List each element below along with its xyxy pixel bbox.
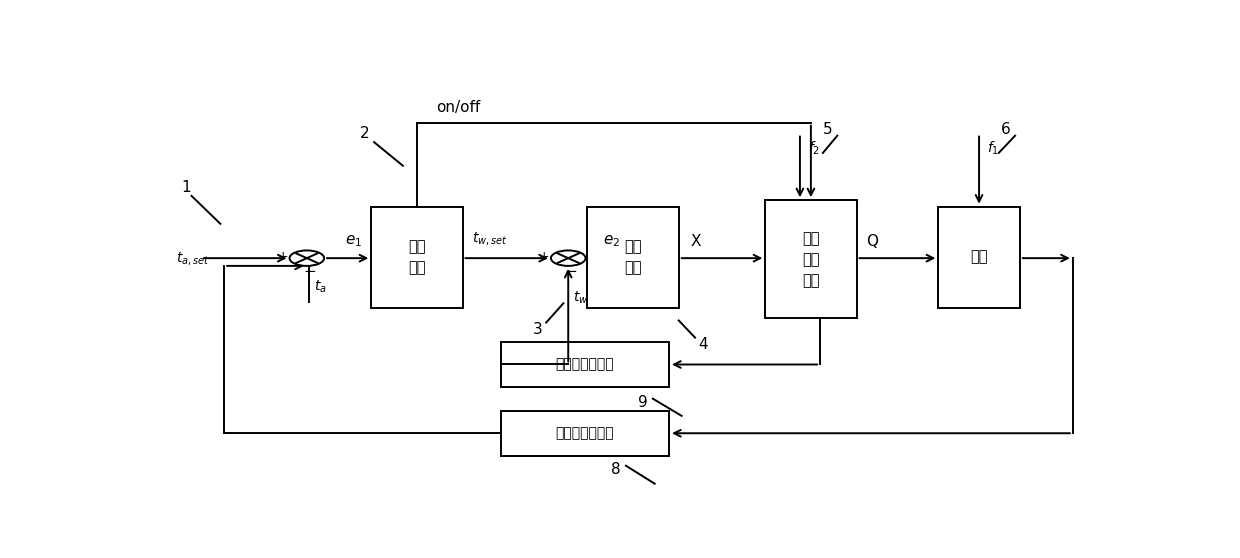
- Bar: [501, 411, 670, 456]
- Text: 室内温度传感器: 室内温度传感器: [556, 426, 614, 440]
- Circle shape: [289, 251, 324, 266]
- Text: $f_1$: $f_1$: [987, 140, 999, 157]
- Text: +: +: [278, 251, 288, 263]
- Bar: [371, 206, 463, 307]
- Text: $f_2$: $f_2$: [807, 140, 820, 157]
- Text: 8: 8: [611, 463, 621, 478]
- Text: Q: Q: [866, 234, 878, 249]
- Text: 回水温度传感器: 回水温度传感器: [556, 358, 614, 372]
- Text: 5: 5: [823, 122, 832, 137]
- Text: $t_{a,set}$: $t_{a,set}$: [176, 249, 210, 267]
- Text: X: X: [691, 234, 701, 249]
- Text: 阀门
及表
冷器: 阀门 及表 冷器: [802, 230, 820, 288]
- Text: 主调
节器: 主调 节器: [408, 239, 425, 275]
- Bar: [765, 200, 857, 318]
- Bar: [939, 206, 1019, 307]
- Text: 2: 2: [360, 126, 370, 141]
- Text: 4: 4: [698, 336, 708, 352]
- Text: $t_w$: $t_w$: [573, 290, 589, 306]
- Text: 9: 9: [639, 396, 649, 411]
- Circle shape: [551, 251, 585, 266]
- Text: 1: 1: [181, 180, 191, 195]
- Text: 3: 3: [533, 321, 542, 336]
- Text: 副调
节器: 副调 节器: [625, 239, 642, 275]
- Text: 房间: 房间: [971, 249, 988, 264]
- Text: on/off: on/off: [436, 100, 480, 115]
- Bar: [588, 206, 678, 307]
- Text: $t_{w,set}$: $t_{w,set}$: [472, 230, 507, 247]
- Text: $e_2$: $e_2$: [603, 233, 620, 249]
- Text: $e_1$: $e_1$: [345, 233, 362, 249]
- Text: −: −: [564, 263, 578, 278]
- Text: 6: 6: [1001, 122, 1011, 137]
- Text: $t_a$: $t_a$: [314, 278, 326, 295]
- Text: −: −: [304, 263, 316, 278]
- Bar: [501, 342, 670, 387]
- Text: +: +: [539, 251, 549, 263]
